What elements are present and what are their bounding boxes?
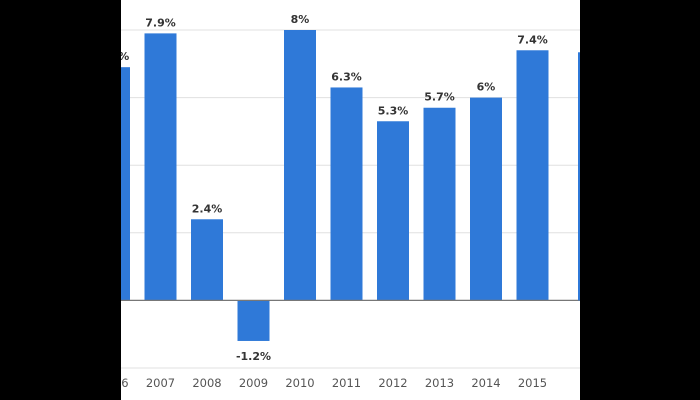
bar-2006 [121,67,130,301]
data-label-2010: 8% [291,13,310,26]
data-label-2007: 7.9% [145,16,176,29]
data-label-2015: 7.4% [517,33,548,46]
bar-2009 [237,300,270,341]
chart-panel: 6.9% 2006 7.9% 2007 2.4% 2008 -1.2% 2009 8% 2010 6… [121,0,580,400]
x-tick-label-2008: 2008 [192,376,221,390]
data-label-2013: 5.7% [424,91,455,104]
x-tick-label-2013: 2013 [425,376,454,390]
x-tick-label-2015: 2015 [518,376,547,390]
bar-2008 [191,219,223,301]
x-tick-label-2010: 2010 [285,376,314,390]
data-label-2014: 6% [477,81,496,94]
data-label-2006: 6.9% [121,50,129,63]
bar-2012 [377,121,409,301]
data-label-2009: -1.2% [236,350,271,363]
bar-2007 [144,33,177,301]
bar-chart: 6.9% 2006 7.9% 2007 2.4% 2008 -1.2% 2009 8% 2010 6… [121,13,580,390]
bar-2011 [330,87,363,301]
x-tick-label-2012: 2012 [378,376,407,390]
bar-2010 [284,30,316,301]
data-label-2008: 2.4% [192,202,223,215]
bar-2013 [423,107,456,301]
data-label-2012: 5.3% [378,104,409,117]
bar-cut-off-right [578,52,580,301]
x-tick-label-2009: 2009 [239,376,268,390]
x-tick-label-2014: 2014 [471,376,500,390]
bar-2014 [470,97,502,301]
x-tick-label-2011: 2011 [332,376,361,390]
bar-2015 [516,50,549,301]
data-label-2011: 6.3% [331,70,362,83]
x-tick-label-2007: 2007 [146,376,175,390]
x-tick-label-2006: 2006 [121,376,129,390]
